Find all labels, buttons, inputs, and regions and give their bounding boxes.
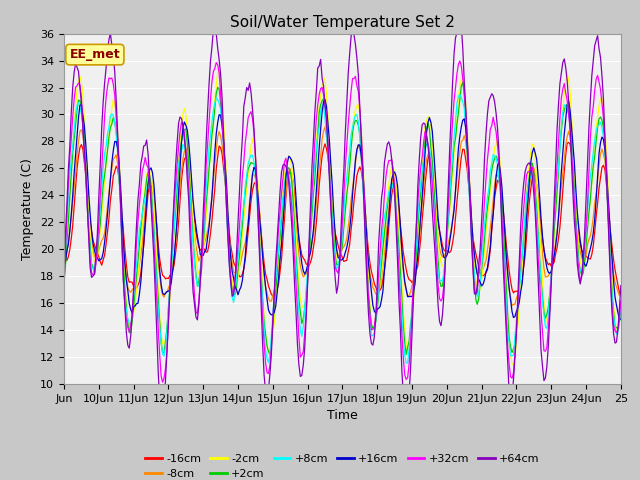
+64cm: [456, 17, 464, 23]
-16cm: [356, 164, 364, 170]
Line: -8cm: -8cm: [64, 127, 621, 306]
+16cm: [321, 96, 329, 102]
-8cm: [617, 290, 625, 296]
+64cm: [403, 413, 410, 419]
+64cm: [73, 64, 81, 70]
-8cm: [289, 187, 297, 193]
+2cm: [449, 163, 456, 168]
+2cm: [73, 107, 81, 113]
-8cm: [109, 156, 117, 162]
+2cm: [356, 132, 364, 137]
-2cm: [617, 309, 625, 315]
+16cm: [60, 262, 68, 268]
Line: +16cm: +16cm: [64, 99, 621, 319]
X-axis label: Time: Time: [327, 409, 358, 422]
+16cm: [289, 161, 297, 167]
-8cm: [60, 265, 68, 271]
+32cm: [109, 81, 117, 87]
-8cm: [449, 216, 456, 222]
Legend: -16cm, -8cm, -2cm, +2cm, +8cm, +16cm, +32cm, +64cm: -16cm, -8cm, -2cm, +2cm, +8cm, +16cm, +3…: [141, 449, 544, 480]
+16cm: [356, 142, 364, 148]
+16cm: [431, 171, 439, 177]
-8cm: [73, 152, 81, 157]
+64cm: [355, 72, 362, 78]
+8cm: [617, 299, 625, 305]
+8cm: [355, 119, 362, 125]
+16cm: [449, 218, 456, 224]
+32cm: [456, 58, 464, 64]
+32cm: [60, 280, 68, 286]
+2cm: [266, 352, 274, 358]
+8cm: [431, 226, 439, 232]
Line: -16cm: -16cm: [64, 143, 621, 296]
+8cm: [403, 360, 410, 366]
+32cm: [431, 228, 439, 233]
Title: Soil/Water Temperature Set 2: Soil/Water Temperature Set 2: [230, 15, 455, 30]
-16cm: [431, 193, 439, 199]
+2cm: [291, 222, 298, 228]
+2cm: [459, 80, 467, 85]
Y-axis label: Temperature (C): Temperature (C): [22, 158, 35, 260]
-16cm: [291, 192, 298, 198]
Text: EE_met: EE_met: [70, 48, 120, 61]
-2cm: [356, 110, 364, 116]
+8cm: [449, 153, 456, 158]
+8cm: [456, 92, 464, 97]
+32cm: [449, 118, 456, 123]
+2cm: [109, 114, 117, 120]
-16cm: [449, 240, 456, 246]
-16cm: [617, 291, 625, 297]
-2cm: [60, 275, 68, 281]
+32cm: [617, 298, 625, 303]
-2cm: [109, 97, 117, 103]
-16cm: [564, 140, 572, 145]
+16cm: [617, 316, 625, 322]
+64cm: [60, 276, 68, 282]
Line: +8cm: +8cm: [64, 95, 621, 363]
+8cm: [289, 212, 297, 218]
+8cm: [73, 102, 81, 108]
-16cm: [109, 173, 117, 179]
Line: +64cm: +64cm: [64, 20, 621, 416]
+8cm: [109, 113, 117, 119]
+16cm: [109, 147, 117, 153]
Line: -2cm: -2cm: [64, 71, 621, 365]
Line: +2cm: +2cm: [64, 83, 621, 355]
-8cm: [431, 197, 439, 203]
+64cm: [289, 248, 297, 253]
-2cm: [508, 362, 516, 368]
-8cm: [321, 124, 329, 130]
-8cm: [508, 303, 516, 309]
-2cm: [73, 86, 81, 92]
+64cm: [431, 252, 439, 258]
Line: +32cm: +32cm: [64, 61, 621, 382]
+16cm: [73, 132, 81, 138]
+8cm: [60, 272, 68, 277]
-2cm: [215, 68, 223, 73]
-16cm: [60, 258, 68, 264]
+32cm: [356, 107, 364, 112]
-8cm: [356, 146, 364, 152]
+2cm: [617, 308, 625, 314]
+64cm: [617, 283, 625, 288]
+64cm: [449, 79, 456, 85]
-2cm: [449, 170, 456, 176]
+2cm: [431, 204, 439, 209]
+2cm: [60, 281, 68, 287]
-2cm: [431, 190, 439, 196]
+64cm: [109, 51, 117, 57]
-16cm: [269, 293, 276, 299]
+32cm: [73, 83, 81, 89]
-16cm: [73, 166, 81, 171]
+32cm: [291, 255, 298, 261]
-2cm: [291, 204, 298, 210]
+32cm: [159, 379, 166, 385]
